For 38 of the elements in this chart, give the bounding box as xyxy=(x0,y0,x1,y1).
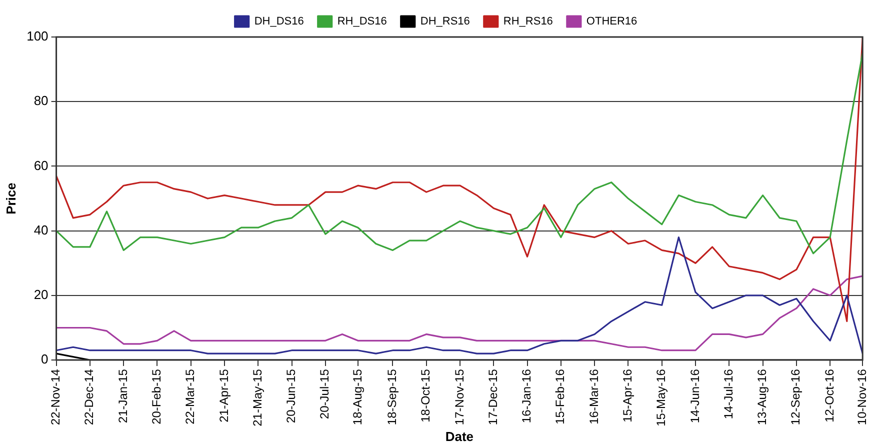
x-tick-label: 21-Jan-15 xyxy=(116,368,130,424)
x-tick-label: 12-Oct-16 xyxy=(822,368,836,422)
x-tick-label: 18-Sep-15 xyxy=(385,368,400,426)
x-tick-label: 14-Jul-16 xyxy=(721,368,736,420)
x-tick-label: 21-Apr-15 xyxy=(216,368,231,422)
x-tick-label: 13-Aug-16 xyxy=(755,368,770,426)
legend-label: DH_DS16 xyxy=(254,16,304,28)
x-tick-label: 16-Mar-16 xyxy=(586,368,601,424)
x-tick-label: 12-Sep-16 xyxy=(788,368,803,426)
legend-label: RH_RS16 xyxy=(503,16,553,28)
y-axis-title: Price xyxy=(3,182,18,214)
x-tick-label: 15-Feb-16 xyxy=(553,368,568,424)
y-tick-label: 40 xyxy=(34,222,48,238)
x-tick-label: 18-Oct-15 xyxy=(418,368,433,422)
legend-label: RH_DS16 xyxy=(337,16,387,28)
y-tick-label: 100 xyxy=(26,28,48,44)
x-tick-label: 22-Nov-14 xyxy=(48,368,63,426)
y-tick-label: 80 xyxy=(34,93,48,108)
x-tick-label: 15-Apr-16 xyxy=(620,368,635,422)
x-tick-label: 20-Feb-15 xyxy=(150,368,164,424)
y-tick-label: 20 xyxy=(34,287,48,302)
x-tick-label: 22-Mar-15 xyxy=(183,368,198,424)
x-tick-label: 22-Dec-14 xyxy=(82,368,96,426)
x-tick-label: 14-Jun-16 xyxy=(688,368,702,424)
x-tick-label: 17-Nov-15 xyxy=(452,368,466,426)
y-tick-label: 0 xyxy=(41,352,48,367)
x-tick-label: 17-Dec-15 xyxy=(486,368,500,426)
legend-label: OTHER16 xyxy=(586,16,638,28)
x-axis-title: Date xyxy=(445,428,474,444)
x-tick-label: 20-Jul-15 xyxy=(318,368,332,420)
x-tick-label: 18-Aug-15 xyxy=(350,368,364,426)
x-tick-label: 10-Nov-16 xyxy=(854,368,869,426)
x-tick-label: 16-Jan-16 xyxy=(520,368,534,424)
y-tick-label: 60 xyxy=(34,158,48,173)
x-tick-label: 20-Jun-15 xyxy=(284,368,298,424)
x-tick-label: 21-May-15 xyxy=(250,368,264,426)
legend-label: DH_RS16 xyxy=(420,16,470,28)
x-tick-label: 15-May-16 xyxy=(654,368,668,426)
